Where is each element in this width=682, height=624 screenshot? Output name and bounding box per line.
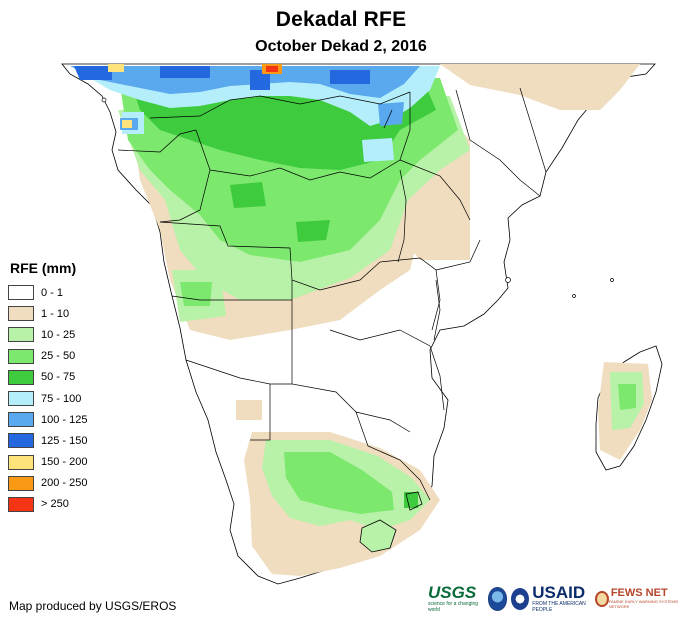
legend-label: > 250 — [41, 498, 69, 511]
rainfall-map — [61, 63, 663, 585]
legend-label: 100 - 125 — [41, 413, 88, 426]
legend-item: 150 - 200 — [8, 452, 87, 473]
legend-swatch — [8, 369, 34, 385]
legend-label: 0 - 1 — [41, 286, 64, 299]
legend-label: 50 - 75 — [41, 371, 76, 384]
legend-swatch — [8, 433, 34, 449]
legend-swatch — [8, 306, 34, 322]
legend-item: > 250 — [8, 494, 87, 515]
legend-item: 100 - 125 — [8, 409, 87, 430]
legend-item: 0 - 1 — [8, 282, 87, 303]
islands — [101, 97, 614, 298]
legend-swatch — [8, 391, 34, 407]
legend-item: 75 - 100 — [8, 388, 87, 409]
legend-swatch — [8, 454, 34, 470]
legend-item: 125 - 150 — [8, 430, 87, 451]
usgs-logo: USGS science for a changing world — [428, 584, 480, 613]
legend-label: 150 - 200 — [41, 456, 88, 469]
usaid-wordmark-text: USAID — [532, 583, 586, 602]
legend-item: 1 - 10 — [8, 303, 87, 324]
usaid-tagline: FROM THE AMERICAN PEOPLE — [532, 601, 586, 613]
legend-swatch — [8, 496, 34, 512]
eswatini-outline — [405, 491, 423, 511]
legend-swatch — [8, 475, 34, 491]
usgs-wordmark: USGS — [428, 583, 477, 602]
lakes — [383, 109, 441, 341]
legend-swatch — [8, 285, 34, 301]
legend-swatch — [8, 327, 34, 343]
legend-swatch — [8, 412, 34, 428]
usaid-logo: USAID FROM THE AMERICAN PEOPLE — [532, 584, 593, 613]
usgs-tagline: science for a changing world — [428, 601, 479, 613]
legend-label: 25 - 50 — [41, 350, 76, 363]
legend-item: 50 - 75 — [8, 367, 87, 388]
map-credit: Map produced by USGS/EROS — [9, 599, 177, 613]
legend-title: RFE (mm) — [10, 260, 77, 276]
partner-logos: USGS science for a changing world USAID … — [428, 584, 682, 613]
legend-swatch — [8, 348, 34, 364]
map-title: Dekadal RFE — [275, 8, 407, 31]
legend-label: 125 - 150 — [41, 434, 88, 447]
legend-item: 200 - 250 — [8, 473, 87, 494]
legend-label: 75 - 100 — [41, 392, 82, 405]
fews-globe-icon — [595, 590, 609, 607]
legend-label: 1 - 10 — [41, 307, 70, 320]
rfe-class-high — [108, 64, 282, 128]
legend: RFE (mm) 0 - 1 1 - 10 10 - 25 25 - 50 50 - 7… — [8, 260, 87, 515]
fews-net-logo: FEWS NET FAMINE EARLY WARNING SYSTEMS NE… — [595, 588, 682, 609]
country-borders — [117, 87, 547, 501]
usaid-seal-icon — [511, 587, 530, 610]
fews-wordmark: FEWS NET — [610, 587, 668, 599]
map-subtitle: October Dekad 2, 2016 — [255, 38, 427, 55]
legend-item: 10 - 25 — [8, 324, 87, 345]
noaa-logo-icon — [487, 586, 508, 611]
legend-label: 200 - 250 — [41, 477, 88, 490]
legend-item: 25 - 50 — [8, 346, 87, 367]
legend-label: 10 - 25 — [41, 328, 76, 341]
lesotho-outline — [359, 519, 397, 553]
rfe-class-125-150 — [74, 66, 370, 90]
fews-tagline: FAMINE EARLY WARNING SYSTEMS NETWORK — [608, 599, 679, 609]
usaid-wordmark: USAID — [532, 584, 593, 601]
